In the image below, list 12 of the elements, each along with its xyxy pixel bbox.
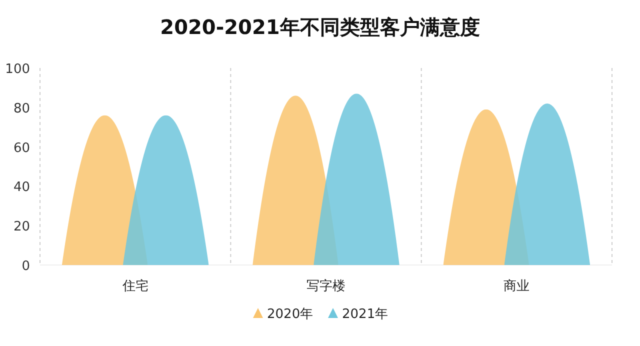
ytick: 0 xyxy=(22,259,30,274)
xtick: 住宅 xyxy=(122,279,148,294)
title: 2020-2021年不同类型客户满意度 xyxy=(160,15,480,39)
legend-label: 2020年 xyxy=(267,307,314,322)
ytick: 60 xyxy=(13,140,30,156)
legend-label: 2021年 xyxy=(342,307,388,322)
ytick: 100 xyxy=(5,62,30,77)
ytick: 40 xyxy=(13,180,30,196)
ytick: 80 xyxy=(13,101,30,116)
ytick: 20 xyxy=(13,220,30,235)
xtick: 写字楼 xyxy=(306,279,346,294)
xtick: 商业 xyxy=(504,279,530,294)
